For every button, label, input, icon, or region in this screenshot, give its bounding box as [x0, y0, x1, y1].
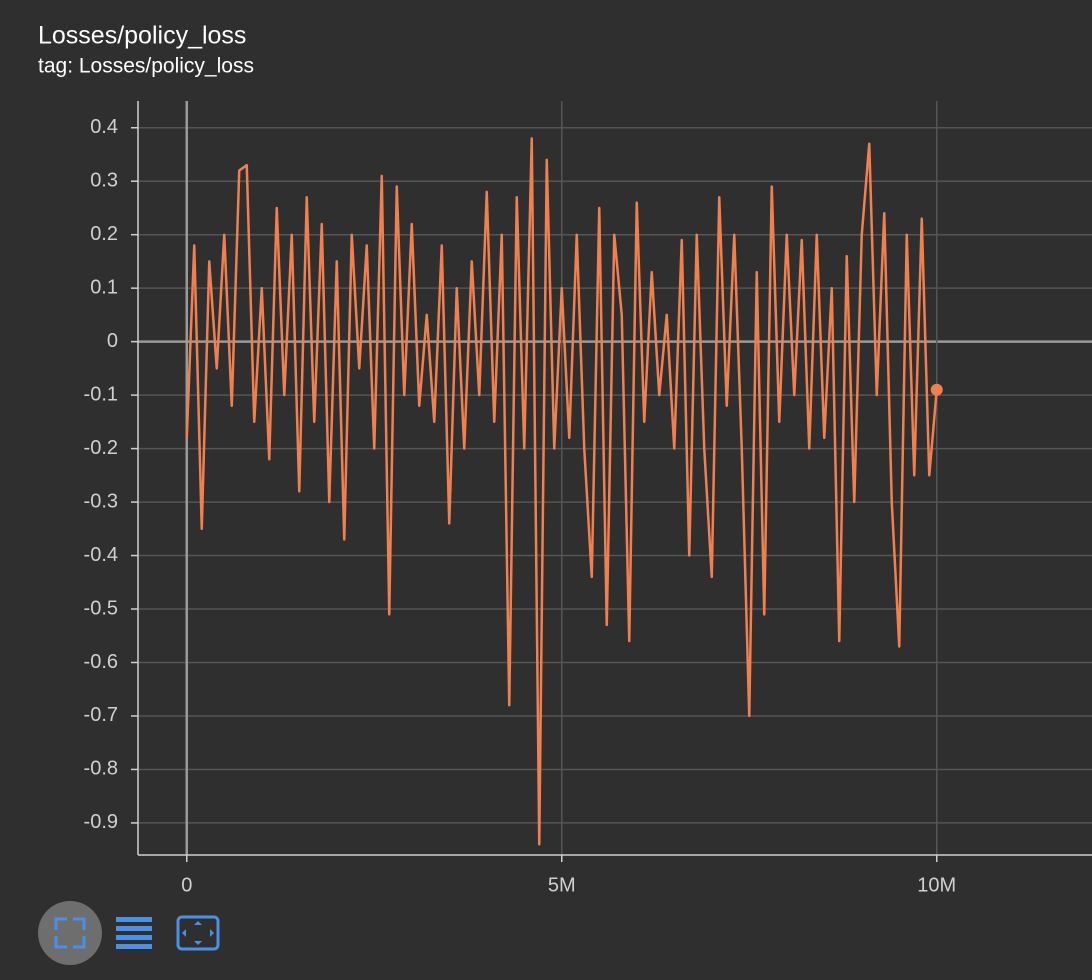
last-point	[930, 383, 943, 396]
icon-bar	[116, 926, 152, 931]
y-tick-label: -0.8	[84, 758, 118, 780]
plot	[185, 137, 943, 846]
y-tick-label: 0.3	[90, 169, 118, 191]
fullscreen-button[interactable]	[38, 901, 102, 965]
icon-bar	[116, 944, 152, 949]
y-tick-label: -0.7	[84, 704, 118, 726]
y-tick-label: 0.4	[90, 116, 118, 138]
y-tick-label: 0.1	[90, 276, 118, 298]
fit-domain-button[interactable]	[176, 915, 220, 951]
y-tick-label: -0.5	[84, 597, 118, 619]
y-tick-label: 0	[107, 330, 118, 352]
log-scale-button[interactable]	[116, 917, 152, 949]
y-tick-label: -0.1	[84, 383, 118, 405]
x-tick-label: 0	[181, 874, 192, 896]
y-tick-label: -0.3	[84, 490, 118, 512]
chart-title: Losses/policy_loss	[38, 22, 246, 50]
y-tick-label: -0.2	[84, 437, 118, 459]
icon-bar	[116, 917, 152, 922]
button-bg	[38, 901, 102, 965]
y-tick-label: 0.2	[90, 223, 118, 245]
y-tick-label: -0.9	[84, 811, 118, 833]
fullscreen-icon	[54, 917, 86, 949]
chart-subtitle: tag: Losses/policy_loss	[38, 55, 254, 78]
x-tick-label: 5M	[548, 874, 576, 896]
line	[185, 137, 938, 846]
y-tick-label: -0.6	[84, 651, 118, 673]
icon-bar	[116, 935, 152, 940]
fit-icon-frame	[176, 915, 220, 951]
y-tick-label: -0.4	[84, 544, 118, 566]
x-tick-label: 10M	[917, 874, 956, 896]
